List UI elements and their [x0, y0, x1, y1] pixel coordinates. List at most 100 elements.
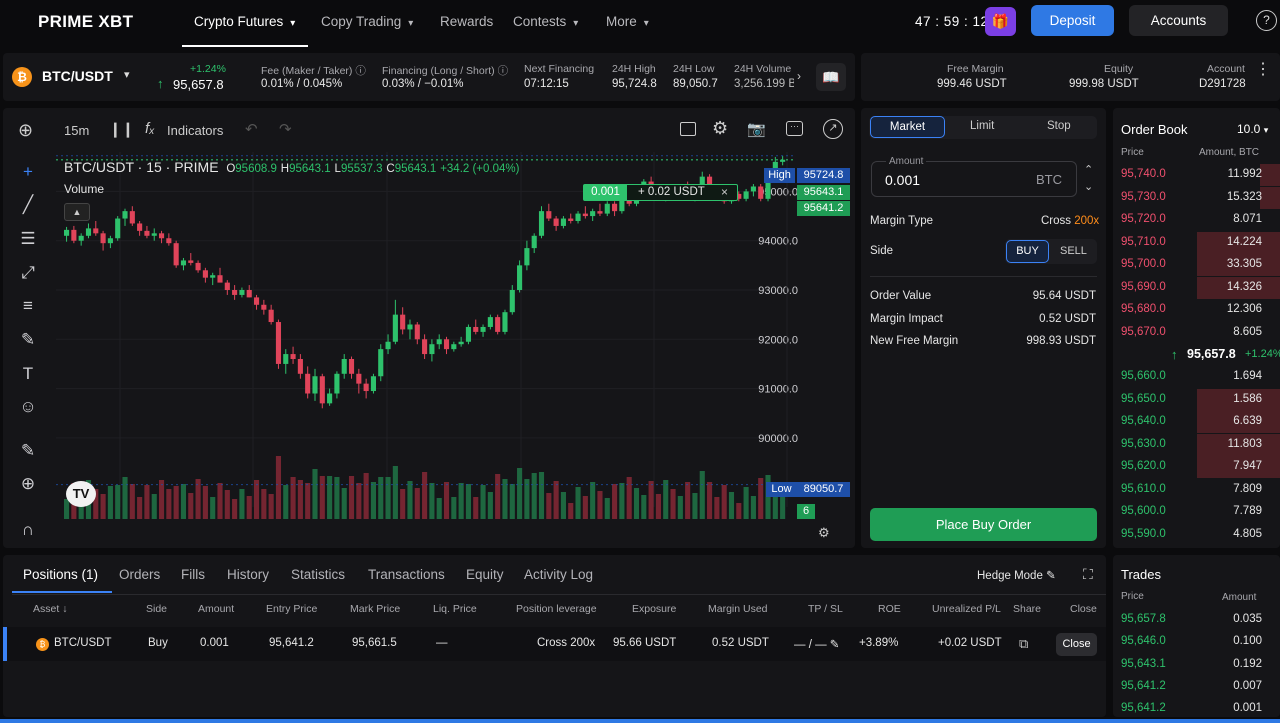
sell-toggle[interactable]: SELL — [1060, 245, 1087, 257]
tab-equity[interactable]: Equity — [466, 567, 504, 582]
share-icon[interactable]: ⧉ — [1019, 636, 1029, 651]
price-change: +1.24% — [190, 63, 226, 75]
order-book-row[interactable]: 95,660.0 1.694 — [1113, 366, 1280, 388]
settings-gear-icon[interactable]: ⚙ — [712, 118, 729, 138]
undo-icon[interactable]: ↶ — [245, 121, 258, 138]
order-book-row[interactable]: 95,700.0 33.305 — [1113, 254, 1280, 276]
tab-transactions[interactable]: Transactions — [368, 567, 445, 582]
stepper-up-icon[interactable]: ⌃ — [1084, 164, 1094, 176]
depth-bar — [1196, 456, 1280, 478]
brand-logo[interactable]: PRIME XBT — [38, 12, 134, 31]
close-position-icon[interactable]: × — [721, 185, 729, 199]
deposit-button[interactable]: Deposit — [1031, 5, 1114, 36]
crosshair-icon[interactable]: + — [23, 162, 33, 181]
order-book-row[interactable]: 95,670.0 8.605 — [1113, 322, 1280, 344]
stepper-down-icon[interactable]: ⌄ — [1084, 181, 1094, 193]
order-book-row[interactable]: 95,590.0 4.805 — [1113, 524, 1280, 546]
candle-body — [736, 193, 742, 199]
nav-crypto-futures[interactable]: Crypto Futures ▾ — [194, 14, 295, 29]
fx-icon[interactable]: fₓ — [145, 120, 155, 137]
close-position-button[interactable]: Close — [1056, 633, 1097, 656]
tradingview-logo[interactable]: TV — [66, 481, 96, 507]
ruler-icon[interactable]: ✎ — [20, 441, 36, 460]
expand-icon[interactable]: ↗ — [823, 119, 843, 139]
text-tool-icon[interactable]: T — [22, 364, 34, 383]
info-icon[interactable]: ⓘ — [355, 65, 366, 77]
pos-tpsl[interactable]: — / — ✎ — [794, 637, 839, 651]
collapse-legend-icon[interactable]: ▲ — [64, 203, 90, 221]
pos-asset[interactable]: BTC/USDT — [54, 637, 112, 649]
order-book-row[interactable]: 95,610.0 7.809 — [1113, 479, 1280, 501]
info-icon[interactable]: ⓘ — [497, 65, 509, 77]
expand-panel-icon[interactable]: ⛶ — [1083, 566, 1093, 582]
tab-orders[interactable]: Orders — [119, 567, 161, 582]
precision-selector[interactable]: 10.0 ▾ — [1237, 122, 1268, 136]
candle-style-icon[interactable]: ❙❙ — [109, 121, 135, 138]
emoji-icon[interactable]: ☺ — [19, 397, 37, 416]
order-book-row[interactable]: 95,620.0 7.947 — [1113, 456, 1280, 478]
magnet-icon[interactable]: ∩ — [21, 520, 35, 539]
symbol-selector[interactable]: BTC/USDT — [42, 68, 113, 84]
more-vertical-icon[interactable]: ⋮ — [1255, 61, 1271, 78]
pattern-icon[interactable]: ⤢ — [21, 263, 35, 282]
tab-statistics[interactable]: Statistics — [291, 567, 346, 582]
horizontal-lines-icon[interactable]: ☰ — [20, 229, 36, 248]
brush-icon[interactable]: ✎ — [20, 330, 36, 349]
volume-bar — [107, 486, 113, 519]
trend-line-icon[interactable]: ╱ — [22, 195, 34, 214]
nav-rewards[interactable]: Rewards — [440, 14, 493, 29]
candle-body — [597, 211, 603, 214]
tab-activity-log[interactable]: Activity Log — [524, 567, 594, 582]
order-book-row[interactable]: 95,730.0 15.323 — [1113, 186, 1280, 209]
nav-more[interactable]: More ▾ — [606, 14, 649, 29]
fib-icon[interactable]: ≡ — [23, 296, 33, 315]
buy-toggle[interactable]: BUY — [1006, 240, 1049, 263]
order-book-row[interactable]: 95,740.0 11.992 — [1113, 164, 1280, 186]
hedge-mode-toggle[interactable]: Hedge Mode ✎ — [977, 568, 1056, 582]
volume-bar — [758, 478, 764, 519]
order-book-row[interactable]: 95,680.0 12.306 — [1113, 299, 1280, 321]
amount-field[interactable]: Amount 0.001 BTC — [871, 156, 1077, 197]
nav-contests[interactable]: Contests ▾ — [513, 14, 578, 29]
chart-settings-icon[interactable]: ⚙ — [818, 525, 830, 540]
crosshair-add-icon[interactable]: ⊕ — [18, 120, 34, 140]
volume-bar — [655, 494, 661, 519]
nav-copy-trading[interactable]: Copy Trading ▾ — [321, 14, 413, 29]
place-buy-order-button[interactable]: Place Buy Order — [870, 508, 1097, 541]
volume-bar — [297, 480, 303, 519]
order-book-row[interactable]: 95,710.0 14.224 — [1113, 231, 1280, 254]
chevron-right-icon[interactable]: › — [797, 69, 801, 83]
zoom-in-icon[interactable]: ⊕ — [20, 474, 36, 493]
tab-market[interactable]: Market — [870, 116, 945, 138]
tab-history[interactable]: History — [227, 567, 270, 582]
price-chart[interactable]: 95000.0 94000.0 93000.0 92000.0 91000.0 90000… — [56, 152, 800, 520]
chevron-down-icon[interactable]: ▾ — [124, 69, 130, 81]
gift-icon[interactable]: 🎁 — [985, 7, 1016, 36]
tab-stop[interactable]: Stop — [1047, 120, 1071, 132]
trade-amount: 0.192 — [1233, 657, 1262, 670]
order-book-row[interactable]: 95,650.0 1.586 — [1113, 388, 1280, 411]
fullscreen-icon[interactable] — [680, 122, 696, 136]
candle-body — [458, 341, 464, 345]
camera-icon[interactable]: 📷 — [747, 121, 766, 138]
order-book-row[interactable]: 95,720.0 8.071 — [1113, 209, 1280, 231]
book-icon[interactable]: 📖 — [816, 63, 846, 91]
margin-type-selector[interactable]: Cross 200x — [1041, 215, 1099, 227]
more-horizontal-icon[interactable]: ··· — [786, 121, 803, 136]
tab-limit[interactable]: Limit — [970, 120, 995, 132]
position-line-label[interactable]: 0.001 + 0.02 USDT × — [583, 184, 738, 201]
indicators-button[interactable]: Indicators — [167, 123, 224, 138]
tab-positions[interactable]: Positions (1) — [23, 567, 99, 582]
tab-fills[interactable]: Fills — [181, 567, 205, 582]
trade-amount: 0.100 — [1233, 635, 1262, 648]
interval-selector[interactable]: 15m — [64, 123, 90, 138]
order-book-row[interactable]: 95,630.0 11.803 — [1113, 433, 1280, 456]
order-book-row[interactable]: 95,690.0 14.326 — [1113, 276, 1280, 299]
order-book-row[interactable]: 95,600.0 7.789 — [1113, 501, 1280, 523]
accounts-button[interactable]: Accounts — [1129, 5, 1228, 36]
th-asset[interactable]: Asset ↓ — [33, 603, 67, 615]
order-book-row[interactable]: 95,640.0 6.639 — [1113, 411, 1280, 433]
top-nav: PRIME XBT Crypto Futures ▾ Copy Trading ▾ … — [0, 0, 1280, 47]
redo-icon[interactable]: ↷ — [279, 121, 292, 138]
help-icon[interactable]: ? — [1256, 10, 1277, 31]
